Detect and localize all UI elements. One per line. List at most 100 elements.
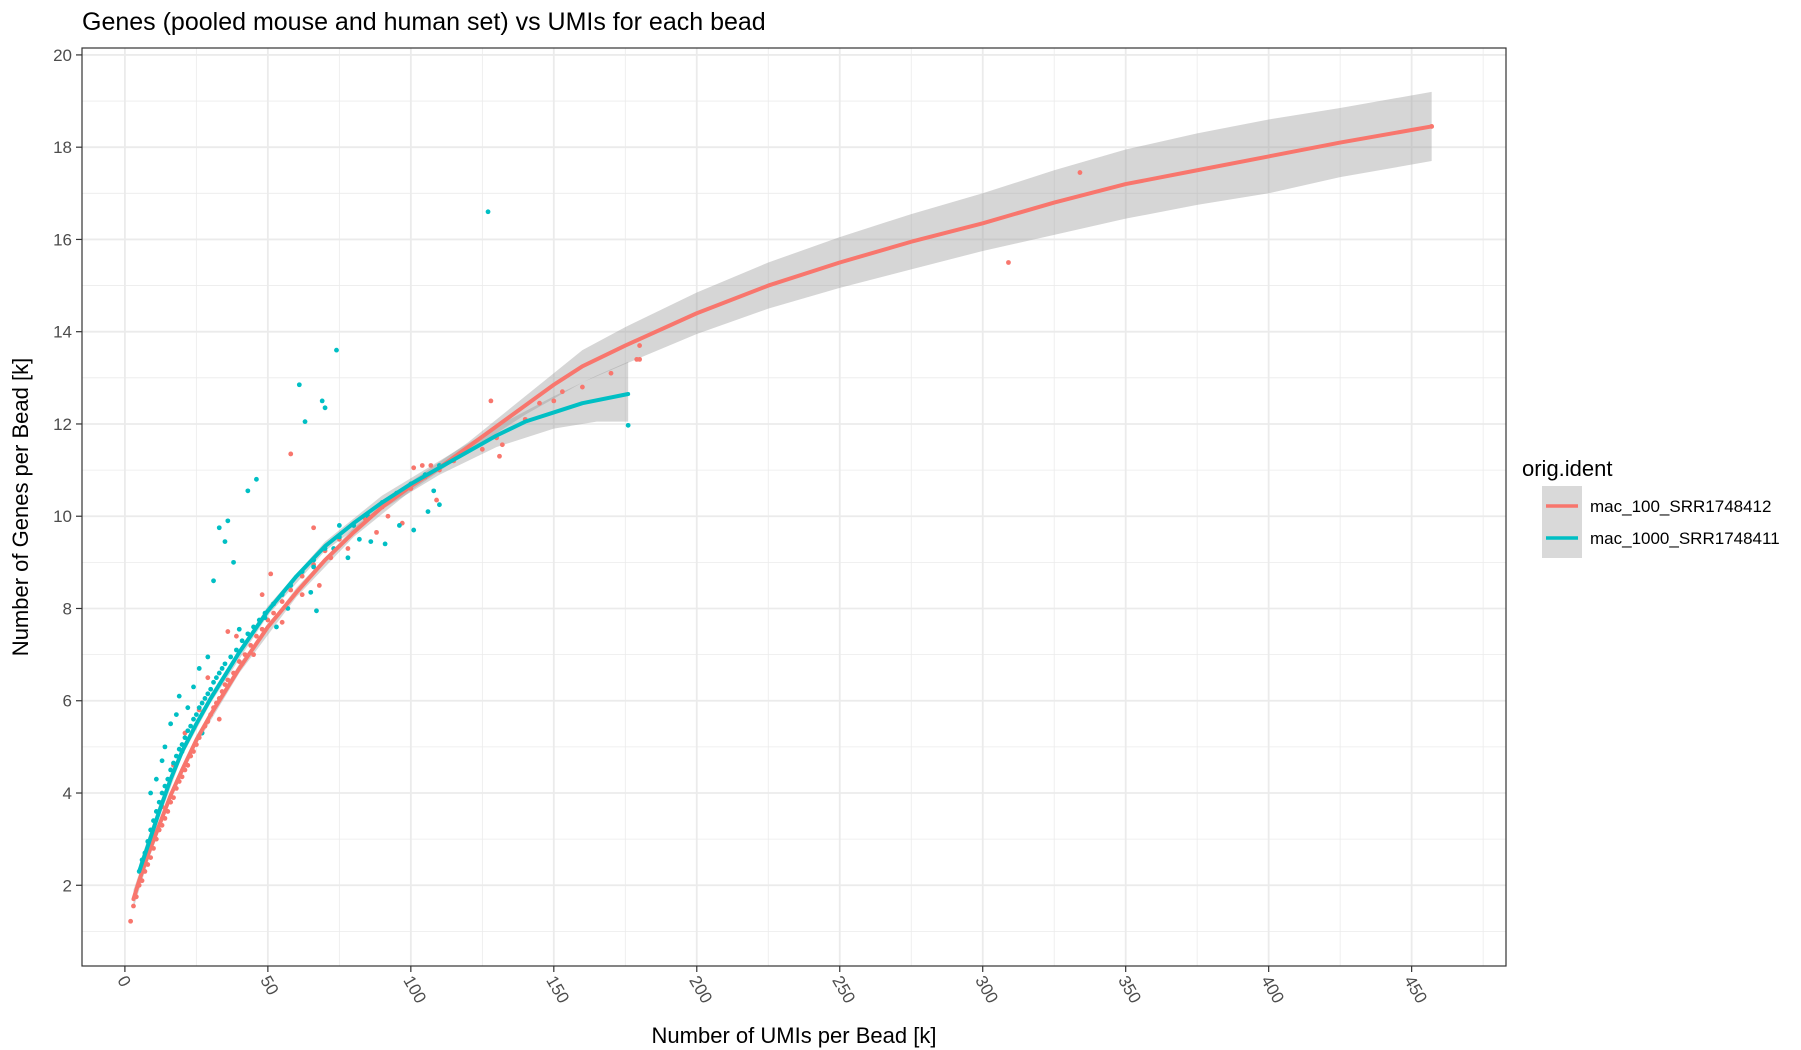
x-tick-label: 0 bbox=[113, 973, 134, 991]
x-tick-label: 50 bbox=[256, 973, 282, 999]
y-tick-label: 12 bbox=[53, 415, 72, 434]
data-point bbox=[228, 654, 234, 660]
data-point bbox=[368, 539, 374, 544]
data-point bbox=[488, 398, 494, 404]
data-point bbox=[191, 716, 196, 722]
y-tick-label: 20 bbox=[53, 46, 72, 65]
data-point bbox=[431, 488, 437, 494]
data-point bbox=[288, 587, 294, 593]
y-tick-label: 4 bbox=[63, 784, 72, 803]
y-tick-label: 6 bbox=[63, 692, 72, 711]
data-point bbox=[231, 559, 236, 565]
data-point bbox=[336, 523, 342, 528]
x-axis: 0 50 100 150 200 250 300 350 400 450 bbox=[113, 966, 1431, 1007]
data-point bbox=[271, 610, 276, 616]
y-tick-label: 2 bbox=[63, 876, 72, 895]
data-point bbox=[296, 382, 302, 388]
fit-line bbox=[137, 391, 631, 874]
fit-lines bbox=[131, 124, 1434, 902]
data-point bbox=[196, 666, 202, 671]
data-point bbox=[279, 619, 285, 625]
y-axis: 2 4 6 8 10 12 14 16 18 20 bbox=[53, 46, 82, 895]
data-point bbox=[497, 453, 502, 459]
data-point bbox=[314, 608, 319, 614]
data-point bbox=[608, 370, 614, 376]
y-tick-label: 14 bbox=[53, 323, 72, 342]
data-point bbox=[316, 583, 322, 588]
data-point bbox=[216, 716, 222, 722]
confidence-band bbox=[133, 91, 1432, 909]
data-point bbox=[385, 513, 391, 519]
data-point bbox=[279, 599, 285, 604]
legend: orig.ident mac_100_SRR1748412 mac_1000_S… bbox=[1522, 456, 1780, 558]
data-point bbox=[479, 446, 485, 452]
data-point bbox=[148, 790, 154, 796]
data-point bbox=[345, 546, 351, 551]
x-tick-label: 150 bbox=[542, 973, 573, 1007]
data-point bbox=[188, 723, 194, 729]
data-point bbox=[185, 705, 191, 711]
data-point bbox=[222, 661, 228, 667]
x-tick-label: 350 bbox=[1114, 973, 1145, 1007]
data-point bbox=[288, 451, 294, 457]
fit-line bbox=[131, 124, 1434, 902]
legend-title: orig.ident bbox=[1522, 456, 1613, 481]
data-point bbox=[537, 400, 542, 406]
data-point bbox=[202, 696, 208, 701]
data-point bbox=[153, 776, 159, 782]
data-point bbox=[259, 592, 265, 598]
data-point bbox=[216, 525, 222, 531]
data-point bbox=[428, 463, 434, 468]
data-point bbox=[308, 589, 314, 595]
plot-panel bbox=[81, 47, 1507, 967]
data-point bbox=[213, 675, 219, 681]
data-point bbox=[211, 679, 216, 685]
data-point bbox=[208, 686, 214, 692]
x-tick-label: 200 bbox=[685, 973, 716, 1007]
x-tick-label: 250 bbox=[828, 973, 859, 1007]
legend-label-mac-100: mac_100_SRR1748412 bbox=[1590, 497, 1771, 516]
data-point bbox=[1006, 260, 1011, 265]
data-point bbox=[274, 624, 279, 630]
confidence-bands bbox=[133, 91, 1432, 909]
data-point bbox=[211, 578, 216, 584]
data-point bbox=[634, 356, 640, 362]
data-point bbox=[434, 497, 439, 503]
x-tick-label: 100 bbox=[399, 973, 430, 1007]
data-point bbox=[419, 463, 425, 468]
data-point bbox=[319, 398, 325, 404]
data-point bbox=[425, 509, 431, 515]
data-point bbox=[411, 465, 417, 471]
data-point bbox=[239, 638, 245, 644]
data-point bbox=[345, 555, 351, 561]
data-point bbox=[205, 691, 211, 697]
data-point bbox=[234, 633, 239, 639]
data-point bbox=[437, 502, 442, 508]
data-point bbox=[205, 675, 211, 681]
data-point bbox=[225, 518, 231, 524]
data-point bbox=[485, 209, 491, 215]
legend-label-mac-1000: mac_1000_SRR1748411 bbox=[1590, 529, 1780, 548]
data-point bbox=[173, 712, 179, 717]
data-point bbox=[356, 536, 362, 542]
data-point bbox=[216, 670, 222, 676]
data-point bbox=[193, 712, 199, 717]
data-point bbox=[311, 525, 317, 531]
data-point bbox=[196, 705, 202, 711]
x-axis-title: Number of UMIs per Bead [k] bbox=[652, 1023, 937, 1048]
data-point bbox=[131, 903, 136, 909]
grid-major bbox=[82, 48, 1506, 966]
y-tick-label: 10 bbox=[53, 507, 72, 526]
data-point bbox=[162, 744, 168, 750]
data-point bbox=[625, 422, 631, 428]
scatter-points bbox=[128, 124, 1435, 924]
data-point bbox=[245, 488, 251, 494]
data-point bbox=[222, 539, 228, 544]
chart-title: Genes (pooled mouse and human set) vs UM… bbox=[82, 8, 766, 36]
y-tick-label: 18 bbox=[53, 138, 72, 157]
data-point bbox=[128, 918, 134, 924]
data-point bbox=[219, 666, 225, 671]
y-tick-label: 16 bbox=[53, 230, 72, 249]
y-axis-title: Number of Genes per Bead [k] bbox=[8, 358, 33, 656]
